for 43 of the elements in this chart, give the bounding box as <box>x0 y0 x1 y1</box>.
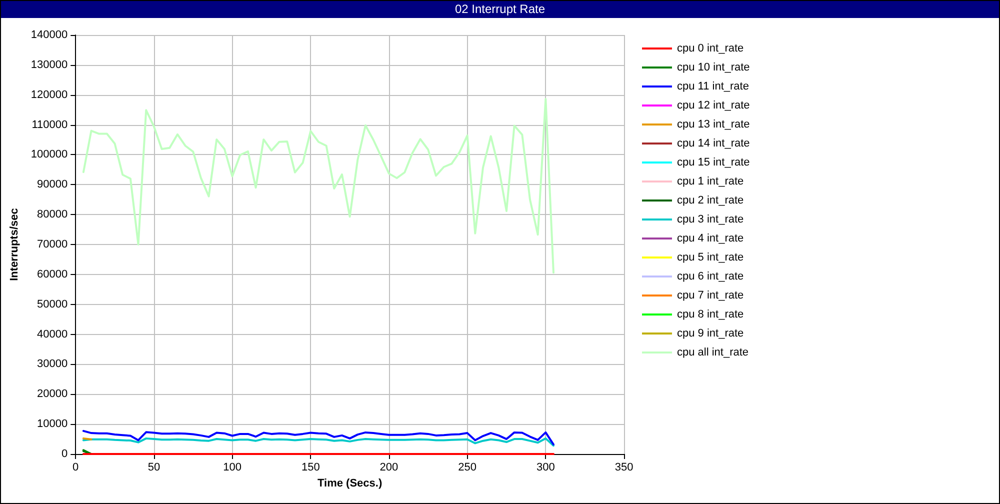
legend-label: cpu all int_rate <box>677 346 749 358</box>
x-tick-label: 350 <box>614 462 634 474</box>
y-tick-label: 140000 <box>30 29 68 41</box>
x-tick-label: 250 <box>458 462 476 474</box>
legend-label: cpu 14 int_rate <box>677 138 750 150</box>
y-tick-label: 80000 <box>37 208 68 221</box>
y-tick-label: 50000 <box>37 298 68 310</box>
x-tick-label: 300 <box>536 462 555 474</box>
legend-label: cpu 1 int_rate <box>677 176 744 188</box>
y-tick-label: 40000 <box>37 328 68 340</box>
x-tick-label: 100 <box>223 462 242 474</box>
legend-label: cpu 2 int_rate <box>677 194 744 206</box>
y-tick-label: 120000 <box>30 88 68 101</box>
y-tick-label: 70000 <box>37 238 68 250</box>
y-tick-label: 10000 <box>37 418 68 430</box>
chart-title: 02 Interrupt Rate <box>1 1 999 18</box>
legend-label: cpu 6 int_rate <box>677 270 744 282</box>
y-tick-label: 60000 <box>37 268 68 280</box>
legend-label: cpu 5 int_rate <box>677 252 744 264</box>
x-tick-label: 150 <box>301 462 320 474</box>
legend-label: cpu 13 int_rate <box>677 118 750 130</box>
y-tick-label: 100000 <box>30 148 68 161</box>
legend-label: cpu 8 int_rate <box>677 308 744 320</box>
x-axis-title: Time (Secs.) <box>318 477 382 490</box>
y-tick-label: 130000 <box>30 58 68 71</box>
legend-label: cpu 11 int_rate <box>677 80 749 92</box>
x-tick-label: 200 <box>380 462 398 474</box>
legend-label: cpu 3 int_rate <box>677 214 744 226</box>
y-axis-title: Interrupts/sec <box>8 208 20 281</box>
y-tick-label: 20000 <box>37 388 68 400</box>
y-tick-label: 0 <box>61 448 68 460</box>
legend-label: cpu 0 int_rate <box>677 42 744 54</box>
legend-label: cpu 7 int_rate <box>677 290 744 302</box>
y-tick-label: 90000 <box>37 178 68 191</box>
legend-label: cpu 12 int_rate <box>677 100 750 112</box>
legend-label: cpu 15 int_rate <box>677 156 750 168</box>
legend-label: cpu 4 int_rate <box>677 232 744 244</box>
y-tick-label: 110000 <box>32 118 68 131</box>
x-tick-label: 50 <box>148 462 160 474</box>
y-tick-label: 30000 <box>37 358 68 370</box>
legend-label: cpu 9 int_rate <box>677 328 744 340</box>
x-tick-label: 0 <box>72 462 79 474</box>
legend-label: cpu 10 int_rate <box>677 62 750 74</box>
